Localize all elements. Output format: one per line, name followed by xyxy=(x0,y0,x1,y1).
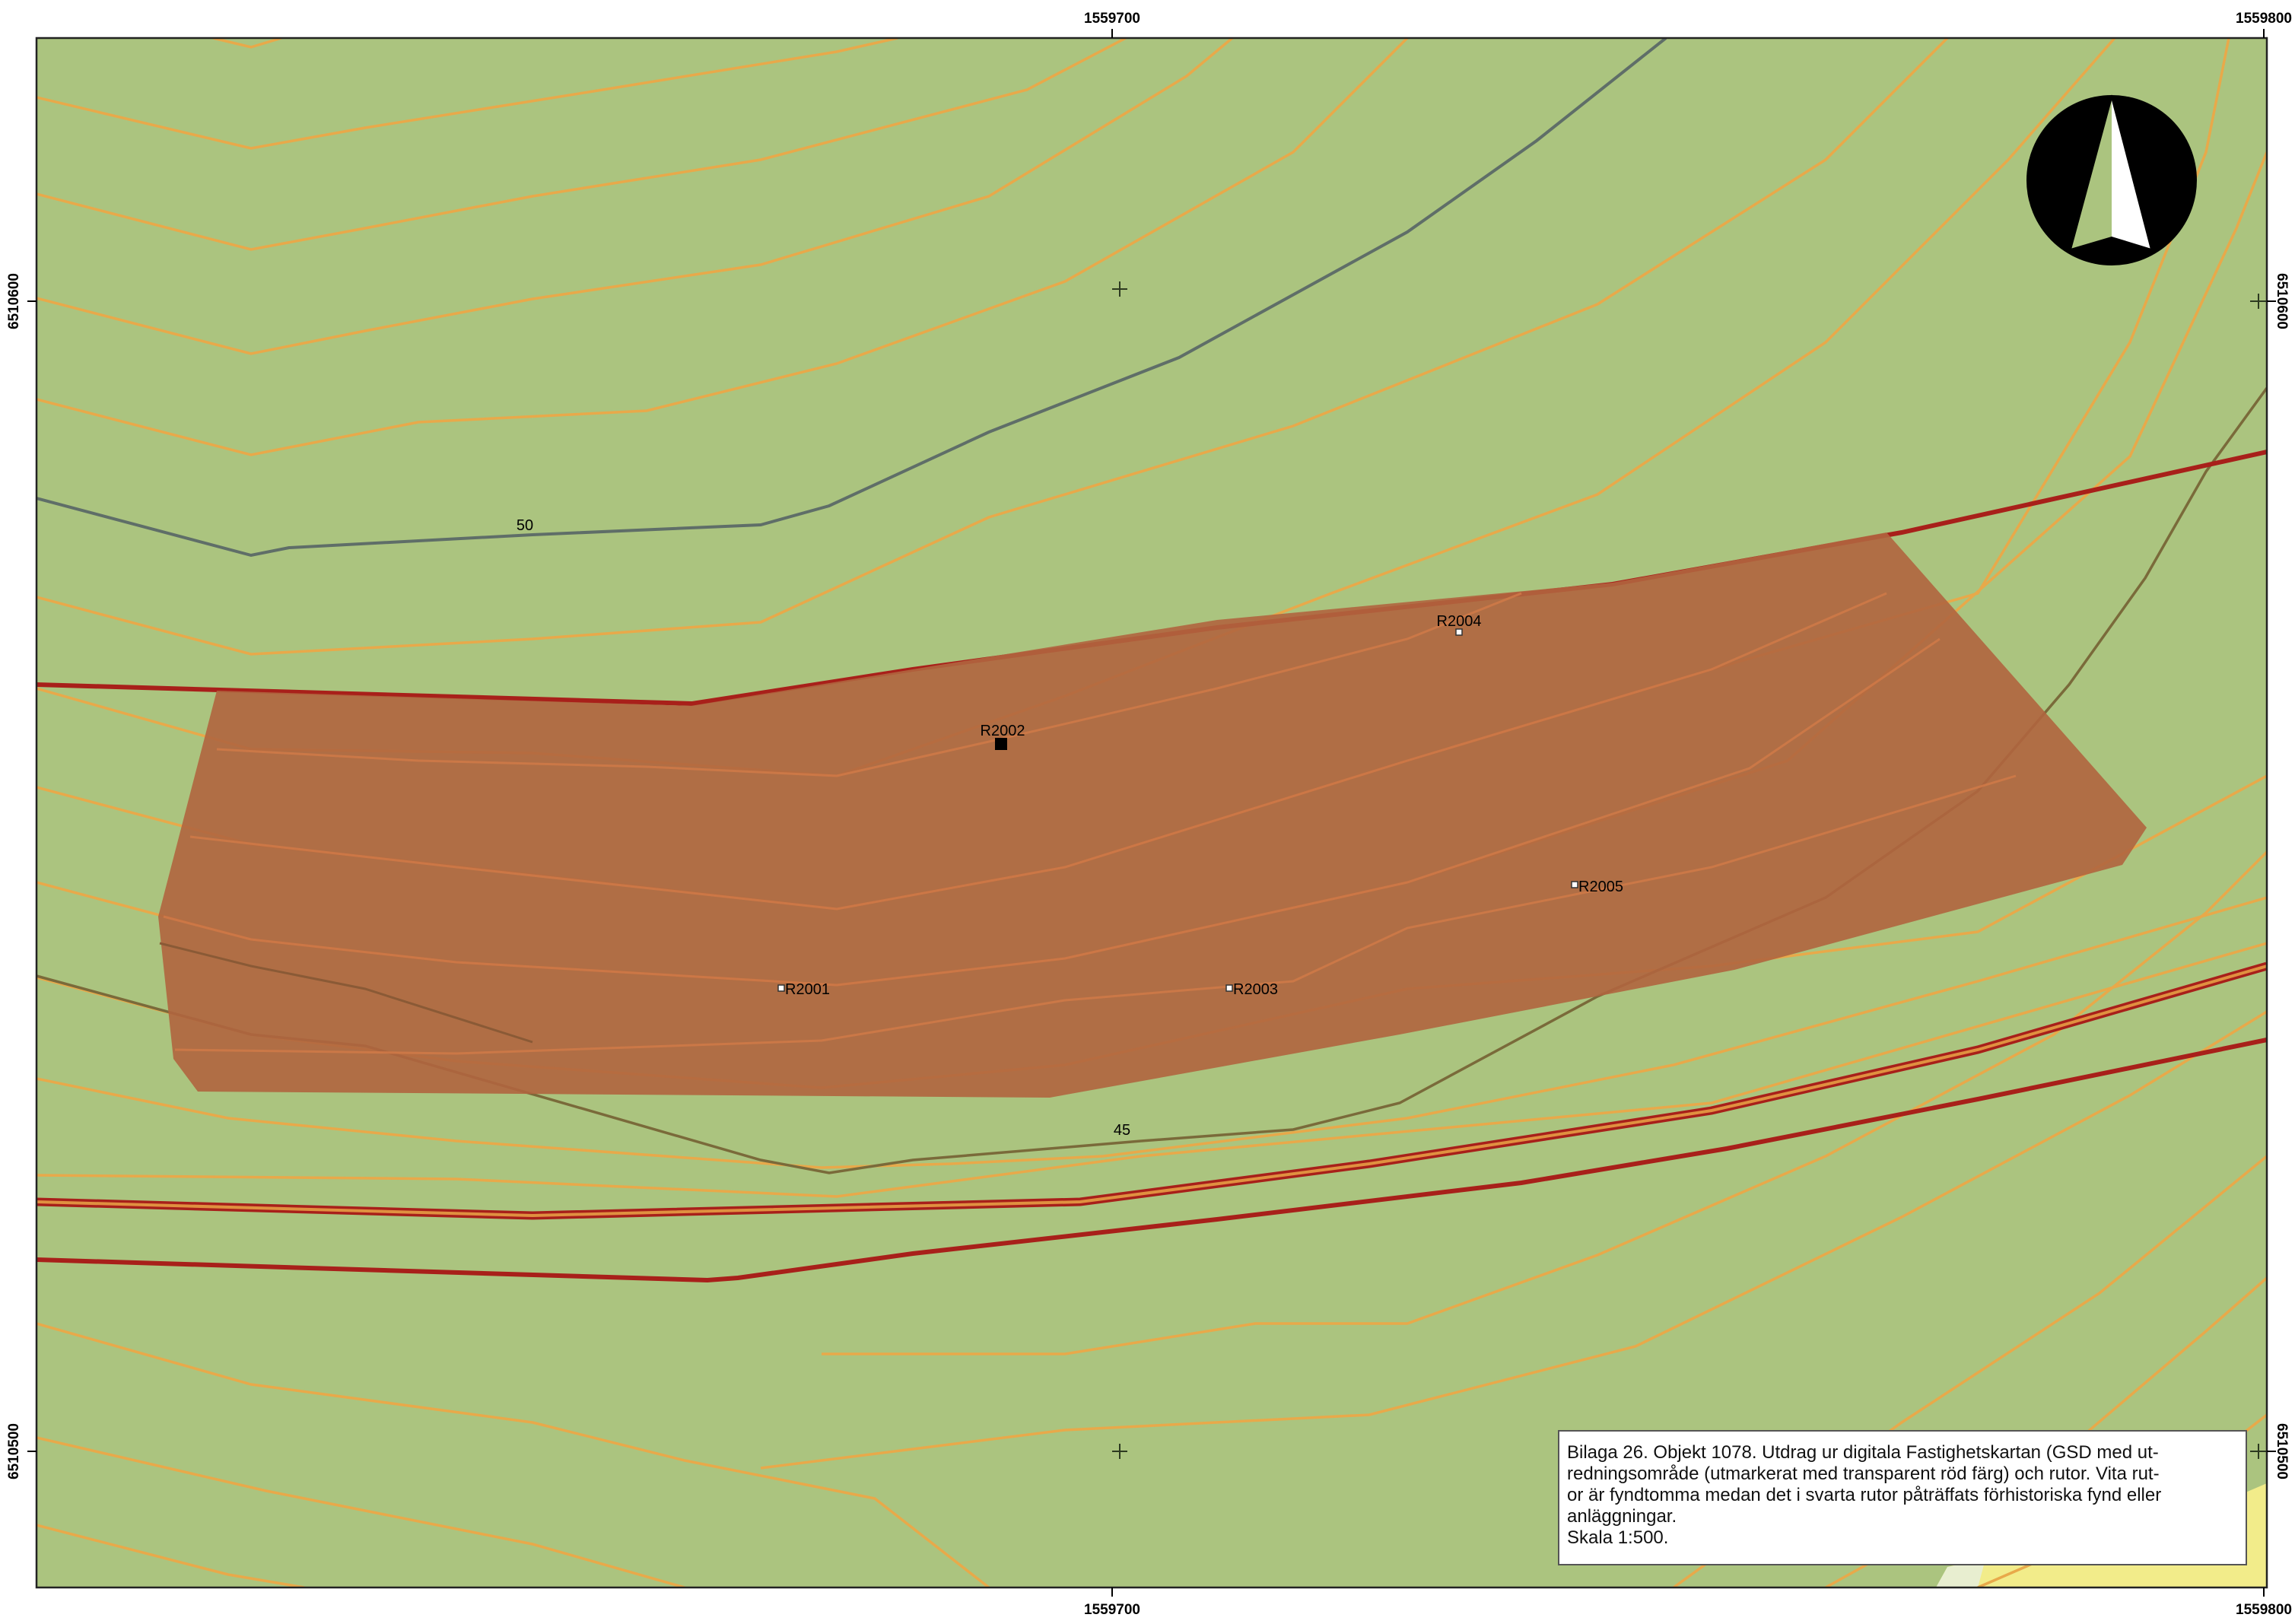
square-label: R2001 xyxy=(785,981,830,998)
study-area-polygon xyxy=(158,532,2147,1098)
grid-label-bottom-2: 1559800 xyxy=(2236,1602,2292,1618)
north-arrow-icon xyxy=(2026,94,2197,265)
grid-label-top-1: 1559700 xyxy=(1084,11,1140,27)
caption-line: or är fyndtomma medan det i svarta rutor… xyxy=(1567,1485,2162,1505)
square-r2004[interactable]: R2004 xyxy=(1437,613,1482,636)
square-label: R2004 xyxy=(1437,613,1482,630)
corner-light-area xyxy=(1936,1559,1985,1587)
road-middle xyxy=(37,961,2267,1220)
caption-line: anläggningar. xyxy=(1567,1506,1677,1527)
contour-label-45: 45 xyxy=(1114,1122,1130,1139)
map-frame xyxy=(35,37,2268,1589)
square-r2001[interactable]: R2001 xyxy=(777,981,830,998)
square-marker-finds xyxy=(995,738,1007,750)
caption-scale: Skala 1:500. xyxy=(1567,1527,1669,1548)
caption-line: redningsområde (utmarkerat med transpare… xyxy=(1567,1464,2160,1484)
grid-label-top-2: 1559800 xyxy=(2236,11,2292,27)
contour-45-under-polygon xyxy=(159,942,533,1044)
square-marker-empty xyxy=(1455,628,1463,636)
contour-label-50: 50 xyxy=(517,517,533,534)
contour-line-45 xyxy=(37,386,2267,1174)
grid-label-right-1: 6510600 xyxy=(2274,273,2290,329)
square-label: R2002 xyxy=(981,723,1025,739)
grid-label-left-2: 6510500 xyxy=(6,1423,22,1479)
square-r2003[interactable]: R2003 xyxy=(1225,981,1278,998)
square-r2002[interactable]: R2002 xyxy=(981,723,1025,750)
grid-label-left-1: 6510600 xyxy=(6,273,22,329)
caption-line: Bilaga 26. Objekt 1078. Utdrag ur digita… xyxy=(1567,1442,2159,1463)
square-r2005[interactable]: R2005 xyxy=(1571,879,1623,895)
contours-under-polygon xyxy=(163,592,2017,1055)
grid-label-bottom-1: 1559700 xyxy=(1084,1602,1140,1618)
contour-line-50 xyxy=(37,38,1667,558)
square-marker-empty xyxy=(1571,881,1578,888)
frame-ticks xyxy=(27,29,2276,1597)
square-marker-empty xyxy=(1225,984,1233,992)
grid-crosses xyxy=(1112,281,2267,1459)
caption-box: Bilaga 26. Objekt 1078. Utdrag ur digita… xyxy=(1558,1430,2247,1565)
square-label: R2003 xyxy=(1233,981,1278,998)
grid-label-right-2: 6510500 xyxy=(2274,1423,2290,1479)
square-label: R2005 xyxy=(1578,879,1623,895)
square-marker-empty xyxy=(777,984,785,992)
road-lower xyxy=(37,1038,2267,1283)
